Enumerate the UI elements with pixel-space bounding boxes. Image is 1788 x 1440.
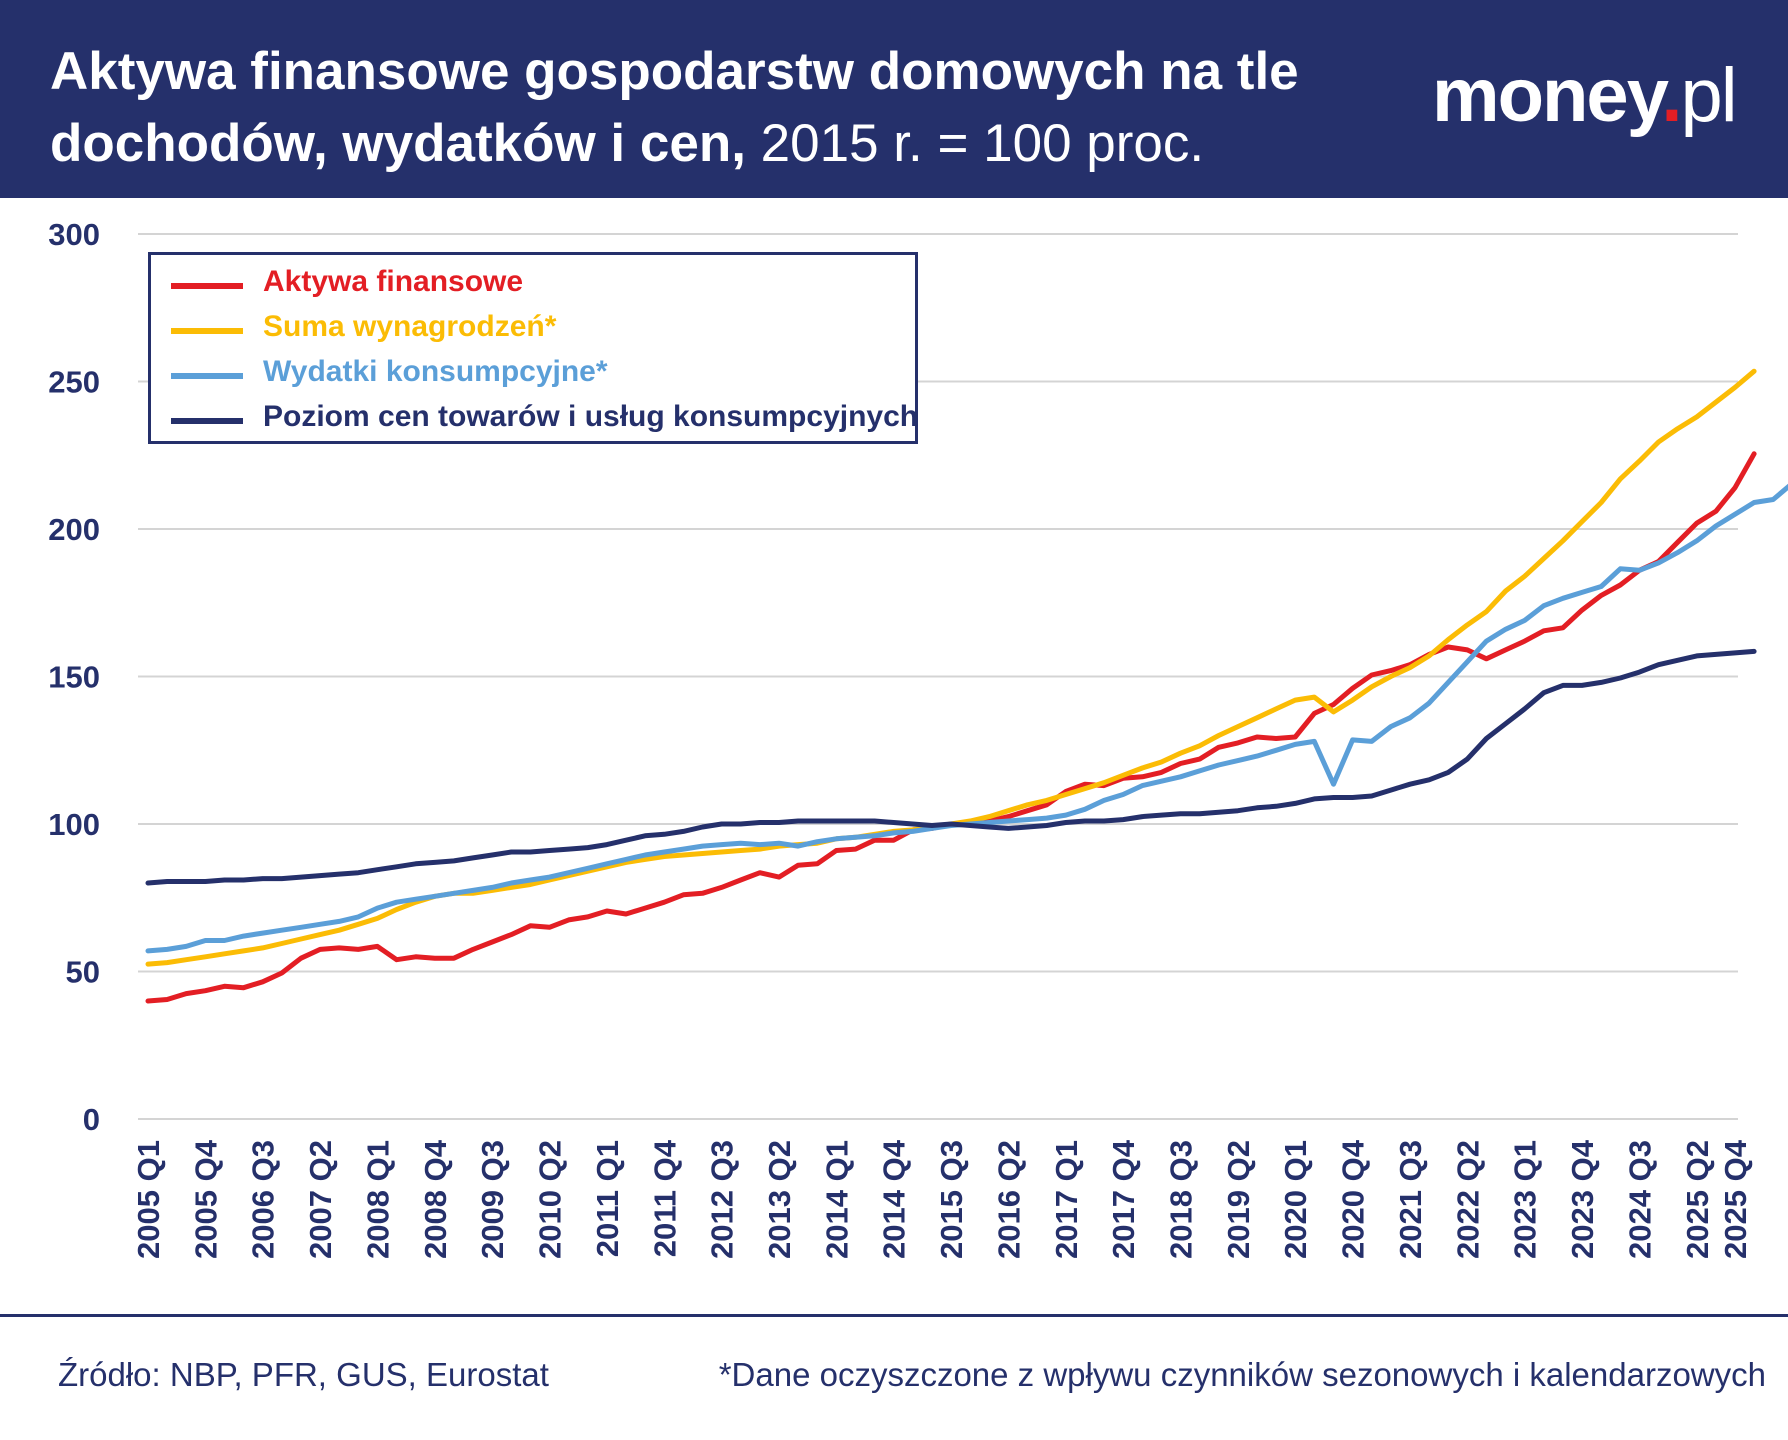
x-tick-label: 2023 Q1 bbox=[1508, 1140, 1543, 1259]
legend-swatch bbox=[171, 283, 243, 289]
header-banner: Aktywa finansowe gospodarstw domowych na… bbox=[0, 0, 1788, 198]
chart-title: Aktywa finansowe gospodarstw domowych na… bbox=[50, 36, 1410, 180]
legend-label: Aktywa finansowe bbox=[263, 265, 524, 298]
legend-label: Wydatki konsumpcyjne* bbox=[263, 355, 608, 388]
y-tick-label: 250 bbox=[48, 365, 100, 400]
x-tick-label: 2006 Q3 bbox=[246, 1140, 281, 1259]
x-tick-label: 2007 Q2 bbox=[303, 1140, 338, 1259]
y-tick-label: 0 bbox=[83, 1102, 100, 1137]
logo-main: money bbox=[1432, 53, 1663, 138]
x-tick-label: 2015 Q3 bbox=[934, 1140, 969, 1259]
y-tick-label: 100 bbox=[48, 807, 100, 842]
x-tick-label: 2017 Q4 bbox=[1106, 1139, 1141, 1259]
line-chart: 0 50 100 150 200 250 300 2005 Q1 2005 Q4 2006 Q3 2… bbox=[48, 217, 1788, 1259]
footer-divider bbox=[0, 1314, 1788, 1317]
y-tick-label: 300 bbox=[48, 217, 100, 252]
x-tick-label: 2009 Q3 bbox=[475, 1140, 510, 1259]
x-tick-label: 2020 Q4 bbox=[1336, 1139, 1371, 1259]
logo-suffix: pl bbox=[1680, 53, 1737, 138]
legend-swatch bbox=[171, 328, 243, 334]
seasonal-adjustment-note: *Dane oczyszczone z wpływu czynników sez… bbox=[718, 1356, 1766, 1393]
x-tick-label: 2016 Q2 bbox=[991, 1140, 1026, 1259]
x-tick-label: 2008 Q4 bbox=[418, 1139, 453, 1259]
x-tick-label: 2017 Q1 bbox=[1049, 1140, 1084, 1259]
money-pl-logo: money.pl bbox=[1432, 52, 1738, 139]
x-tick-label: 2020 Q1 bbox=[1278, 1140, 1313, 1259]
legend-label: Suma wynagrodzeń* bbox=[263, 310, 557, 343]
y-tick-label: 50 bbox=[66, 955, 100, 990]
x-tick-label: 2025 Q4 bbox=[1718, 1139, 1753, 1259]
x-tick-label: 2025 Q2 bbox=[1680, 1140, 1715, 1259]
series-line-aktywa bbox=[145, 451, 1757, 1004]
x-tick-label: 2005 Q1 bbox=[131, 1140, 166, 1259]
x-tick-label: 2023 Q4 bbox=[1565, 1139, 1600, 1259]
logo-dot: . bbox=[1661, 53, 1682, 138]
x-tick-label: 2012 Q3 bbox=[705, 1140, 740, 1259]
x-tick-label: 2021 Q3 bbox=[1393, 1140, 1428, 1259]
source-note: Źródło: NBP, PFR, GUS, Eurostat bbox=[58, 1356, 549, 1393]
y-tick-label: 200 bbox=[48, 512, 100, 547]
x-tick-label: 2022 Q2 bbox=[1450, 1140, 1485, 1259]
x-tick-label: 2018 Q3 bbox=[1164, 1140, 1199, 1259]
x-tick-label: 2010 Q2 bbox=[533, 1140, 568, 1259]
x-tick-label: 2008 Q1 bbox=[360, 1140, 395, 1259]
series-line-wydatki bbox=[145, 483, 1788, 954]
x-tick-label: 2011 Q1 bbox=[590, 1140, 625, 1257]
legend-swatch bbox=[171, 373, 243, 379]
chart-legend: Aktywa finansowe Suma wynagrodzeń* Wydat… bbox=[148, 252, 918, 444]
series-line-ceny bbox=[145, 648, 1757, 886]
x-tick-label: 2019 Q2 bbox=[1221, 1140, 1256, 1259]
y-tick-label: 150 bbox=[48, 660, 100, 695]
x-tick-label: 2011 Q4 bbox=[647, 1139, 682, 1257]
title-regular: 2015 r. = 100 proc. bbox=[760, 114, 1205, 173]
x-tick-label: 2024 Q3 bbox=[1622, 1140, 1657, 1259]
x-tick-label: 2014 Q1 bbox=[819, 1140, 854, 1259]
x-tick-label: 2014 Q4 bbox=[877, 1139, 912, 1259]
series-line-wynagrodzenia bbox=[145, 368, 1757, 967]
legend-swatch bbox=[171, 418, 243, 424]
x-tick-label: 2005 Q4 bbox=[188, 1139, 223, 1259]
title-bold: Aktywa finansowe gospodarstw domowych na… bbox=[50, 42, 1299, 173]
x-tick-label: 2013 Q2 bbox=[762, 1140, 797, 1259]
legend-label: Poziom cen towarów i usług konsumpcyjnyc… bbox=[263, 400, 919, 433]
